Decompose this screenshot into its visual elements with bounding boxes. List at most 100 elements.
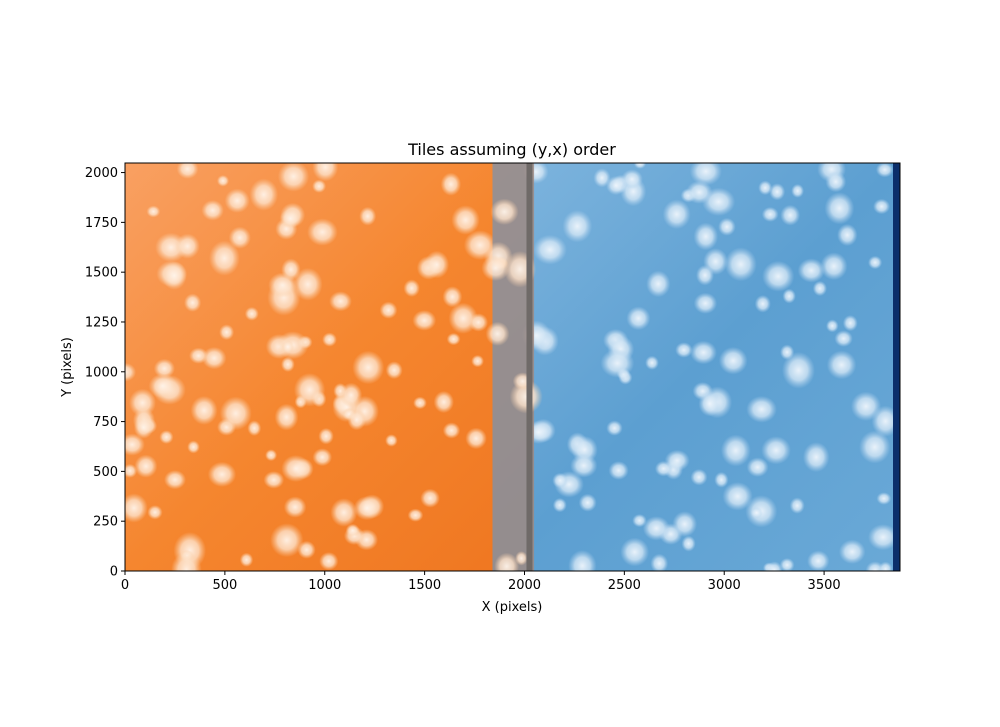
y-tick-label: 1750	[85, 216, 118, 231]
cell-blob	[562, 210, 593, 243]
cell-blob	[876, 492, 892, 505]
cell-blob	[184, 293, 202, 312]
chart-title: Tiles assuming (y,x) order	[407, 140, 616, 159]
cell-blob	[201, 200, 224, 221]
cell-blob	[662, 199, 691, 230]
y-tick-label: 250	[93, 515, 118, 530]
right-edge-band	[893, 163, 900, 571]
cell-blob	[552, 472, 568, 489]
cell-blob	[440, 172, 462, 196]
cell-blob	[318, 427, 334, 445]
cell-blob	[481, 255, 510, 281]
cell-blob	[201, 346, 227, 370]
cell-blob	[782, 288, 796, 304]
cell-blob	[265, 449, 278, 462]
cell-blob	[187, 440, 200, 454]
cell-blob	[340, 382, 363, 408]
cell-blob	[834, 330, 853, 347]
cell-blob	[465, 427, 487, 450]
cell-blob	[207, 461, 237, 487]
x-tick-label: 2500	[608, 578, 641, 593]
cell-blob	[593, 168, 611, 188]
cell-blob	[490, 198, 519, 225]
cell-blob	[690, 468, 708, 486]
cell-blob	[433, 390, 454, 414]
y-axis: 0 250 500 750 1000 1250 1500 1750 2000	[85, 166, 125, 580]
cell-blob	[270, 523, 304, 558]
cell-blob	[307, 218, 338, 246]
cell-blob	[268, 272, 297, 298]
cell-blob	[626, 306, 651, 331]
cell-blob	[359, 206, 377, 226]
cell-blob	[675, 342, 693, 358]
cell-blob	[239, 552, 254, 567]
cell-blob	[176, 163, 199, 179]
cell-blob	[274, 403, 299, 431]
cell-blob	[263, 471, 285, 489]
cell-blob	[420, 488, 440, 508]
cell-blob	[766, 561, 783, 571]
cell-blob	[754, 295, 771, 313]
cell-blob	[621, 169, 643, 189]
cell-blob	[125, 362, 137, 382]
cell-blob	[312, 448, 333, 467]
cell-blob	[714, 471, 729, 488]
cell-blob	[698, 391, 721, 417]
cell-blob	[249, 178, 279, 211]
cell-blob	[319, 552, 339, 571]
cell-blob	[322, 332, 337, 347]
cell-blob	[134, 454, 158, 478]
cell-blob	[147, 505, 163, 520]
cell-blob	[568, 550, 597, 571]
x-tick-label: 3500	[808, 578, 841, 593]
cell-blob	[125, 433, 145, 456]
y-tick-label: 1000	[85, 365, 118, 380]
cell-blob	[281, 455, 311, 482]
cell-blob	[779, 558, 795, 571]
cell-blob	[216, 175, 230, 187]
plot-area	[125, 163, 900, 571]
cell-blob	[148, 373, 178, 399]
cell-blob	[693, 222, 719, 251]
y-tick-label: 1500	[85, 266, 118, 281]
cell-blob	[859, 430, 891, 464]
cell-blob	[875, 163, 894, 178]
cell-blob	[283, 496, 307, 518]
cell-blob	[718, 346, 748, 375]
cell-blob	[758, 180, 773, 196]
cell-blob	[347, 409, 367, 431]
cell-blob	[724, 247, 757, 282]
cell-blob	[125, 463, 138, 478]
cell-blob	[244, 306, 259, 321]
cell-blob	[312, 163, 339, 182]
x-tick-label: 2000	[508, 578, 541, 593]
cell-blob	[689, 163, 722, 186]
cell-blob	[247, 420, 262, 437]
cell-blob	[412, 310, 437, 331]
cell-blob	[281, 356, 295, 372]
cell-blob	[153, 358, 175, 379]
cell-blob	[413, 396, 427, 410]
cell-blob	[633, 163, 647, 169]
y-axis-label: Y (pixels)	[60, 337, 75, 398]
y-tick-label: 1250	[85, 315, 118, 330]
cell-blob	[826, 319, 839, 333]
cell-blob	[224, 188, 250, 213]
x-axis-label: X (pixels)	[482, 600, 543, 615]
cell-blob	[379, 301, 398, 319]
cell-blob	[485, 321, 510, 346]
cell-blob	[693, 292, 718, 314]
cell-blob	[209, 240, 240, 276]
cell-blob	[868, 255, 883, 270]
cell-blob	[570, 453, 598, 478]
cell-blob	[281, 340, 295, 354]
y-tick-label: 0	[110, 565, 118, 580]
cell-blob	[690, 340, 717, 365]
cell-blob	[446, 332, 461, 346]
cell-blob	[277, 163, 310, 192]
cell-blob	[878, 561, 893, 571]
cell-blob	[681, 535, 696, 552]
x-tick-label: 500	[212, 578, 237, 593]
cell-blob	[762, 260, 795, 292]
cell-blob	[720, 434, 751, 467]
